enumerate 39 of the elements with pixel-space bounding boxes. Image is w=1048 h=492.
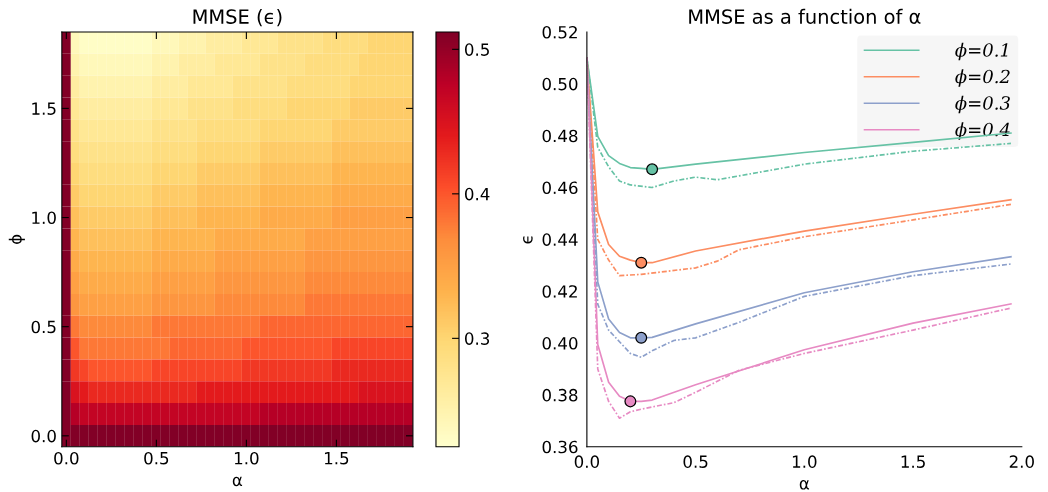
chart-title: MMSE (ϵ) bbox=[193, 8, 282, 27]
x-axis-title: α bbox=[232, 476, 243, 487]
x-tick-label: 0.0 bbox=[54, 451, 79, 465]
y-tick-label: 0.44 bbox=[542, 233, 578, 246]
y-tick-label: 0.38 bbox=[542, 388, 578, 402]
color-bar-label: 0.5 bbox=[464, 43, 489, 56]
y-axis-title: ϵ bbox=[523, 236, 533, 244]
legend-label: ϕ=0.4 bbox=[955, 122, 1010, 140]
y-tick-label: 0.36 bbox=[542, 440, 578, 454]
x-tick-label: 2.0 bbox=[1009, 455, 1034, 468]
y-tick-label: 0.42 bbox=[542, 285, 577, 298]
color-bar-label: 0.4 bbox=[464, 187, 490, 201]
y-tick-label: 0.0 bbox=[31, 429, 56, 443]
y-tick-label: 1.5 bbox=[32, 102, 56, 115]
point bbox=[646, 163, 659, 176]
y-tick-label: 0.5 bbox=[31, 320, 56, 334]
x-tick-label: 1.0 bbox=[792, 455, 817, 468]
legend-label: ϕ=0.2 bbox=[955, 69, 1010, 87]
x-tick-label: 1.5 bbox=[901, 455, 925, 468]
x-tick-label: 0.5 bbox=[683, 455, 708, 468]
point bbox=[635, 331, 648, 344]
color-bar-label: 0.3 bbox=[464, 332, 490, 345]
y-tick-label: 0.52 bbox=[542, 25, 577, 39]
x-axis-title: α bbox=[799, 480, 810, 490]
point bbox=[635, 256, 648, 269]
x-tick-label: 1.0 bbox=[234, 451, 259, 465]
y-tick-label: 0.40 bbox=[542, 337, 578, 350]
chart-title: MMSE as a function of α bbox=[689, 8, 921, 24]
y-tick-label: 1.0 bbox=[32, 211, 56, 225]
x-tick-label: 1.5 bbox=[324, 452, 349, 465]
y-tick-label: 0.48 bbox=[542, 129, 578, 143]
x-tick-label: 0.5 bbox=[144, 451, 169, 465]
x-tick-label: 0.0 bbox=[574, 455, 600, 468]
y-tick-label: 0.46 bbox=[542, 181, 578, 195]
y-axis-title: ϕ bbox=[8, 234, 25, 244]
y-tick-label: 0.50 bbox=[542, 77, 578, 91]
legend-label: ϕ=0.1 bbox=[955, 42, 1008, 61]
point bbox=[624, 395, 637, 408]
legend-label: ϕ=0.3 bbox=[955, 95, 1010, 114]
